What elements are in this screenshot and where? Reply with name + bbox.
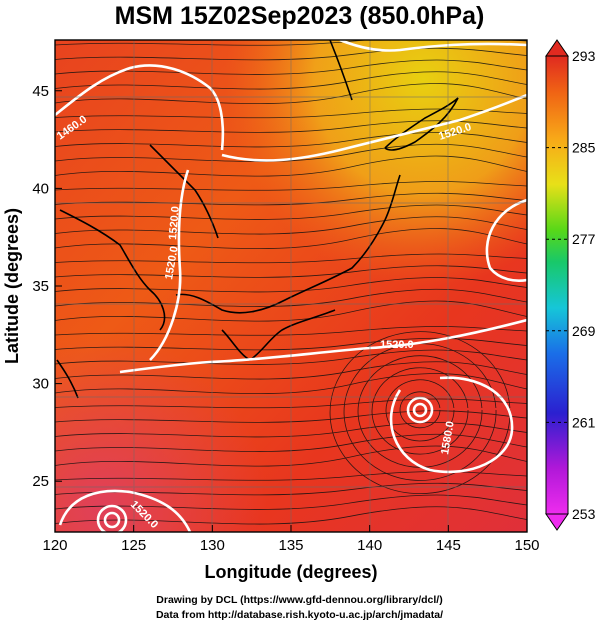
streamline xyxy=(357,355,483,468)
streamline xyxy=(55,228,527,250)
x-tick-label: 120 xyxy=(42,537,67,554)
streamline xyxy=(55,433,527,452)
colorbar: 293 285 277 269 261 253 xyxy=(545,39,596,531)
streamline xyxy=(55,337,527,351)
streamline xyxy=(55,494,527,510)
height-contours xyxy=(55,40,527,532)
y-axis: 25 30 35 40 45 xyxy=(32,83,62,490)
x-axis: 120 125 130 135 140 145 150 xyxy=(42,525,540,554)
colorbar-bar xyxy=(545,55,569,515)
y-tick-label: 45 xyxy=(32,83,49,100)
streamline xyxy=(55,143,527,162)
streamline xyxy=(399,391,441,429)
streamline xyxy=(55,410,527,423)
streamlines xyxy=(55,40,527,525)
y-axis-label: Latitude (degrees) xyxy=(2,208,22,364)
streamline xyxy=(55,59,527,75)
temperature-field: 1460.0 1520.0 1520.0 1520.0 1580.0 1520.… xyxy=(55,40,527,532)
map-title: MSM 15Z02Sep2023 (850.0hPa) xyxy=(114,2,485,30)
streamline xyxy=(55,83,527,105)
x-tick-label: 135 xyxy=(278,537,303,554)
colorbar-tick-label: 285 xyxy=(572,140,596,156)
colorbar-tick-label: 269 xyxy=(572,323,596,339)
streamline xyxy=(55,204,527,220)
streamline xyxy=(55,398,527,409)
streamline xyxy=(55,326,527,336)
streamline xyxy=(55,361,527,380)
x-tick-label: 125 xyxy=(121,537,146,554)
streamline xyxy=(55,471,527,481)
streamline xyxy=(55,192,527,206)
streamline xyxy=(55,155,527,177)
streamline xyxy=(55,47,527,61)
colorbar-tick-label: 277 xyxy=(572,231,596,247)
colorbar-tick-label: 253 xyxy=(572,506,596,522)
contour-label: 1580.0 xyxy=(439,420,457,455)
colorbar-min-arrow xyxy=(545,513,569,531)
colorbar-tick-label: 261 xyxy=(572,414,596,430)
credit-line-2: Data from http://database.rish.kyoto-u.a… xyxy=(155,609,444,621)
streamline xyxy=(55,253,527,264)
x-tick-label: 145 xyxy=(436,537,461,554)
streamline xyxy=(55,120,527,133)
y-tick-label: 40 xyxy=(32,180,49,197)
contour-label: 1520.0 xyxy=(163,245,181,280)
credit-line-1: Drawing by DCL (https://www.gfd-dennou.o… xyxy=(156,594,443,606)
x-tick-label: 140 xyxy=(357,537,382,554)
y-tick-label: 30 xyxy=(32,376,49,393)
streamline xyxy=(55,277,527,293)
streamline xyxy=(55,300,527,322)
streamline xyxy=(55,71,527,90)
contour-label: 1520.0 xyxy=(380,339,414,351)
streamline xyxy=(385,379,455,442)
graticule xyxy=(55,40,527,532)
streamline xyxy=(329,331,511,494)
streamline xyxy=(55,181,527,191)
streamline xyxy=(55,216,527,235)
streamline xyxy=(55,373,527,395)
colorbar-max-arrow xyxy=(545,39,569,57)
streamline xyxy=(55,108,527,119)
streamline xyxy=(343,343,497,481)
streamline xyxy=(55,422,527,438)
contour-label: 1520.0 xyxy=(167,206,182,241)
streamline xyxy=(55,349,527,365)
streamline xyxy=(55,40,527,46)
streamline xyxy=(55,506,527,525)
streamline xyxy=(55,132,527,148)
x-tick-label: 150 xyxy=(514,537,539,554)
x-axis-label: Longitude (degrees) xyxy=(204,562,377,582)
streamline xyxy=(55,265,527,278)
streamline xyxy=(55,288,527,307)
y-tick-label: 25 xyxy=(32,473,49,490)
x-tick-label: 130 xyxy=(200,537,225,554)
streamline xyxy=(55,445,527,467)
colorbar-tick-label: 293 xyxy=(572,48,596,64)
y-tick-label: 35 xyxy=(32,278,49,295)
